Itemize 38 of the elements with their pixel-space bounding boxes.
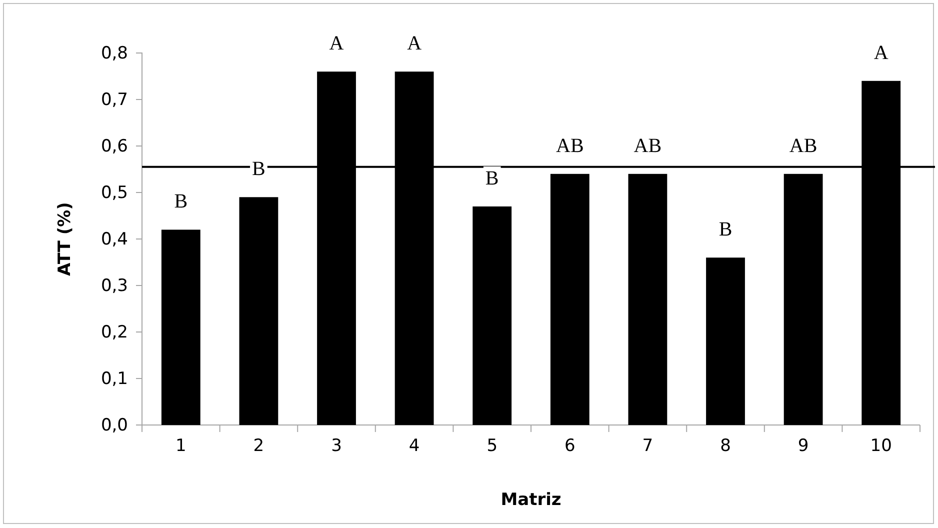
- y-axis-title: ATT (%): [55, 202, 75, 276]
- bar: [239, 197, 278, 425]
- x-tick-label: 8: [720, 436, 731, 456]
- x-tick-label: 3: [331, 436, 342, 456]
- bar: [550, 174, 590, 425]
- x-tick-label: 4: [408, 436, 420, 456]
- y-tick-label: 0,0: [100, 415, 128, 436]
- annotation: AB: [789, 134, 818, 157]
- y-tick-label: 0,1: [100, 368, 128, 389]
- bar: [472, 206, 512, 425]
- x-tick-label: 1: [175, 436, 186, 456]
- bar: [628, 174, 668, 425]
- x-tick-label: 2: [253, 436, 264, 456]
- y-tick-label: 0,8: [100, 43, 128, 64]
- bar: [706, 258, 745, 425]
- annotation: B: [485, 167, 499, 190]
- annotation: B: [252, 158, 266, 180]
- annotation: AB: [556, 134, 584, 157]
- annotation: A: [874, 42, 889, 64]
- y-tick-label: 0,6: [100, 136, 128, 156]
- x-tick-label: 5: [486, 436, 498, 456]
- annotation: B: [174, 190, 188, 213]
- y-tick-label: 0,4: [100, 229, 128, 250]
- x-axis-title: Matriz: [500, 490, 562, 510]
- x-tick-label: 10: [870, 436, 892, 456]
- x-tick-label: 6: [564, 436, 576, 456]
- y-tick-label: 0,2: [100, 322, 128, 342]
- y-tick-label: 0,5: [100, 182, 128, 203]
- annotation: AB: [634, 134, 662, 157]
- y-tick-label: 0,3: [100, 276, 128, 296]
- x-tick-label: 7: [642, 436, 654, 456]
- annotation: A: [329, 32, 344, 55]
- y-tick-label: 0,7: [100, 90, 128, 110]
- x-tick-label: 9: [798, 436, 809, 456]
- bar: [161, 230, 200, 425]
- annotation: A: [407, 32, 422, 55]
- annotation: B: [718, 218, 732, 241]
- bar: [784, 174, 823, 425]
